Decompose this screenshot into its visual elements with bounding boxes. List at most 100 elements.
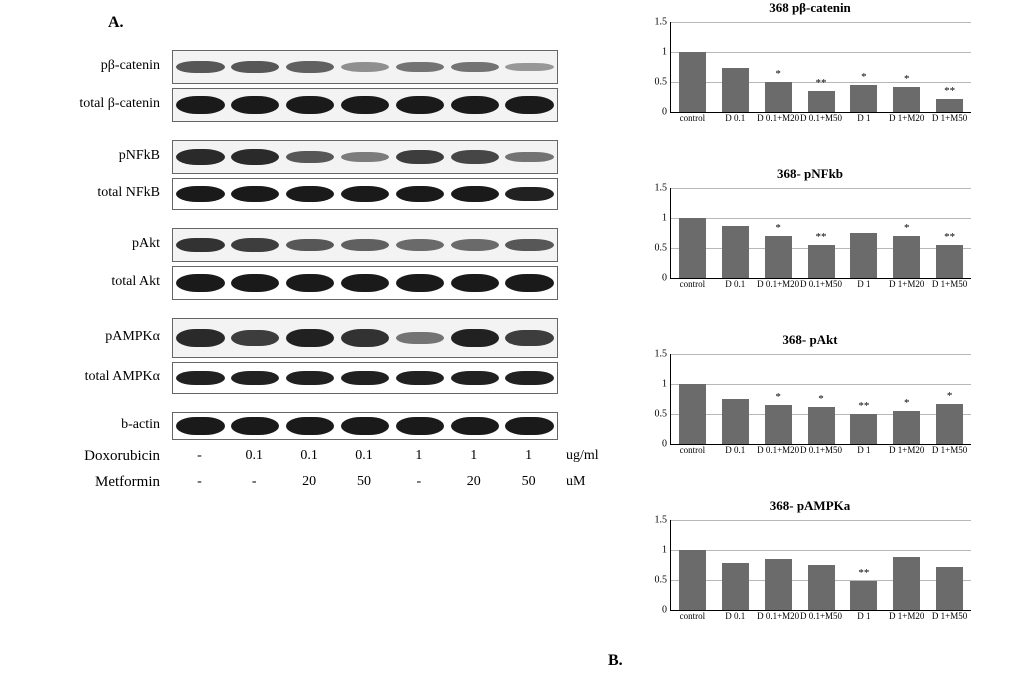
blot-band: [176, 238, 224, 253]
blot-lane: [392, 363, 447, 393]
chart-bar: [850, 581, 877, 610]
chart-significance-marker: **: [816, 77, 827, 89]
blot-lane: [502, 89, 557, 121]
chart-bar: [936, 245, 963, 278]
chart-ytick: 1: [643, 379, 667, 390]
blot-band: [451, 274, 499, 291]
blot-row: total Akt: [40, 266, 590, 298]
chart-bar: [722, 68, 749, 112]
blot-lane: [228, 363, 283, 393]
chart-significance-marker: **: [816, 231, 827, 243]
blot-band: [176, 186, 224, 201]
blot-band: [505, 417, 553, 435]
blot-lane: [228, 89, 283, 121]
condition-cell: 0.1: [227, 448, 282, 464]
blot-lane: [228, 179, 283, 209]
condition-cell: 0.1: [337, 448, 392, 464]
chart-title: 368- pAkt: [640, 332, 980, 348]
blot-row-label: total Akt: [40, 274, 166, 290]
blot-band: [505, 63, 553, 72]
blot-lane: [283, 179, 338, 209]
blot-lane: [392, 413, 447, 439]
chart-xtick: D 1: [842, 280, 886, 289]
blot-lane: [447, 141, 502, 173]
blot-row-label: pAkt: [40, 236, 166, 252]
blot-strip: [172, 318, 558, 358]
blot-band: [176, 274, 224, 291]
chart-significance-marker: *: [904, 397, 910, 409]
blot-lane: [447, 363, 502, 393]
blot-row: total NFkB: [40, 178, 590, 208]
condition-cell: -: [227, 474, 282, 490]
chart-gridline: [671, 52, 971, 53]
chart-bar: [850, 85, 877, 112]
chart-bar: [765, 82, 792, 112]
chart-ytick: 0.5: [643, 243, 667, 254]
blot-strip: [172, 50, 558, 84]
blot-lane: [338, 363, 393, 393]
chart-ytick: 1.5: [643, 183, 667, 194]
chart-xtick: control: [670, 280, 714, 289]
blot-lane: [502, 51, 557, 83]
blot-lane: [447, 319, 502, 357]
blot-strip: [172, 412, 558, 440]
chart-significance-marker: *: [904, 222, 910, 234]
blot-band: [286, 61, 334, 73]
blot-lane: [173, 363, 228, 393]
blot-lane: [447, 267, 502, 299]
blot-row-label: pβ-catenin: [40, 58, 166, 74]
chart-xtick: D 0.1+M20: [756, 280, 800, 289]
blot-lane: [283, 413, 338, 439]
blot-row-label: b-actin: [40, 417, 166, 433]
chart-xtick: D 1+M20: [885, 612, 929, 621]
blot-band: [451, 371, 499, 386]
chart-ytick: 1.5: [643, 515, 667, 526]
blot-lane: [283, 89, 338, 121]
chart-significance-marker: **: [858, 400, 869, 412]
blot-lane: [502, 413, 557, 439]
blot-band: [231, 371, 279, 386]
blot-row-label: total NFkB: [40, 185, 166, 201]
blot-band: [505, 239, 553, 252]
chart-xtick: D 1: [842, 114, 886, 123]
blot-row-label: total β-catenin: [40, 96, 166, 112]
chart-significance-marker: **: [944, 85, 955, 97]
chart-xtick: D 0.1+M50: [799, 280, 843, 289]
chart-title: 368- pNFkb: [640, 166, 980, 182]
chart-ytick: 1: [643, 47, 667, 58]
blot-band: [451, 186, 499, 201]
blot-band: [341, 152, 389, 162]
chart-xtick: control: [670, 114, 714, 123]
blot-band: [341, 417, 389, 435]
blot-lane: [392, 319, 447, 357]
blot-lane: [173, 51, 228, 83]
chart-bar: [679, 52, 706, 112]
chart-xtick: D 1: [842, 612, 886, 621]
chart-plot-area: 00.511.5controlD 0.1*D 0.1+M20*D 0.1+M50…: [670, 354, 971, 445]
blot-band: [231, 96, 279, 113]
blot-lane: [228, 267, 283, 299]
blot-band: [341, 62, 389, 71]
chart-bar: [850, 414, 877, 444]
blot-lane: [502, 267, 557, 299]
chart-bar: [679, 218, 706, 278]
blot-lane: [502, 363, 557, 393]
chart-xtick: D 1+M50: [928, 446, 972, 455]
blot-band: [341, 371, 389, 386]
blot-lane: [392, 89, 447, 121]
chart-xtick: D 1+M50: [928, 114, 972, 123]
blot-strip: [172, 88, 558, 122]
bar-chart: 368- pAkt 00.511.5controlD 0.1*D 0.1+M20*…: [640, 332, 980, 482]
chart-xtick: D 0.1+M20: [756, 446, 800, 455]
blot-lane: [173, 179, 228, 209]
blot-lane: [173, 229, 228, 261]
blot-lane: [502, 229, 557, 261]
blot-lane: [447, 51, 502, 83]
blot-strip: [172, 362, 558, 394]
blot-lane: [228, 319, 283, 357]
blot-lane: [228, 413, 283, 439]
blot-lane: [338, 179, 393, 209]
blot-lane: [338, 51, 393, 83]
blot-strip: [172, 178, 558, 210]
chart-bar: [936, 404, 963, 444]
